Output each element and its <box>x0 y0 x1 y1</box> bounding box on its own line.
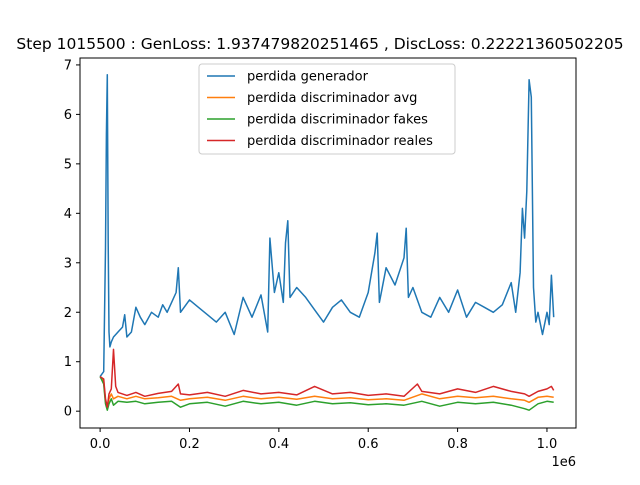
series-line-0 <box>99 74 555 378</box>
y-tick-label: 5 <box>64 157 72 172</box>
y-tick-label: 1 <box>64 355 72 370</box>
plot-area <box>99 74 555 411</box>
series-line-2 <box>99 376 554 411</box>
legend-label: perdida discriminador avg <box>247 91 417 106</box>
x-axis: 0.0 0.2 0.4 0.6 0.8 1.0 <box>90 428 558 452</box>
x-tick-label: 0.2 <box>179 437 200 452</box>
legend-label: perdida generador <box>247 70 369 85</box>
y-tick-label: 3 <box>64 256 72 271</box>
x-tick-label: 0.0 <box>90 437 111 452</box>
legend-box <box>198 63 456 155</box>
y-tick-label: 4 <box>64 207 72 222</box>
x-axis-offset-label: 1e6 <box>551 455 576 470</box>
legend: perdida generador perdida discriminador a… <box>198 63 456 155</box>
x-tick-label: 0.4 <box>269 437 290 452</box>
y-axis: 0 1 2 3 4 5 6 7 <box>64 58 80 420</box>
legend-label: perdida discriminador fakes <box>247 113 428 128</box>
series-line-3 <box>99 348 555 408</box>
y-tick-label: 2 <box>64 306 72 321</box>
y-tick-label: 6 <box>64 108 72 123</box>
x-tick-label: 0.6 <box>358 437 379 452</box>
axes-frame <box>79 57 577 429</box>
x-tick-label: 1.0 <box>537 437 558 452</box>
y-tick-label: 0 <box>64 405 72 420</box>
y-tick-label: 7 <box>64 58 72 73</box>
x-tick-label: 0.8 <box>447 437 468 452</box>
chart-title: Step 1015500 : GenLoss: 1.93747982025146… <box>16 35 623 53</box>
legend-label: perdida discriminador reales <box>247 134 433 149</box>
series-line-1 <box>99 376 554 410</box>
